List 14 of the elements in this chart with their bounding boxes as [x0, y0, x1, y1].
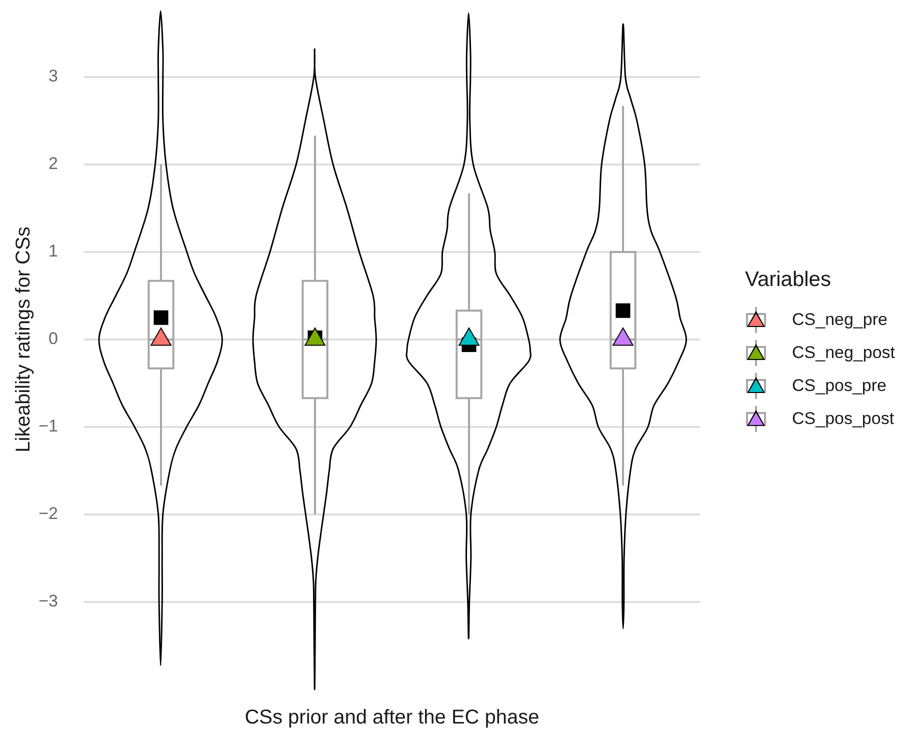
y-tick-label: 2	[48, 154, 58, 174]
y-tick-label: −3	[38, 592, 58, 611]
legend-title: Variables	[745, 268, 832, 292]
y-tick-label: 3	[48, 66, 58, 86]
y-tick-label: 1	[48, 242, 58, 261]
legend-label: CS_pos_pre	[792, 376, 887, 396]
y-tick-label: −1	[38, 416, 58, 436]
x-axis-title: CSs prior and after the EC phase	[244, 706, 540, 729]
y-tick-label: 0	[48, 329, 58, 348]
legend-label: CS_pos_post	[792, 409, 894, 429]
y-tick-label: −2	[38, 504, 58, 524]
y-axis-title: Likeability ratings for CSs	[12, 226, 35, 452]
legend-label: CS_neg_pre	[792, 310, 888, 330]
legend-label: CS_neg_post	[792, 343, 896, 363]
